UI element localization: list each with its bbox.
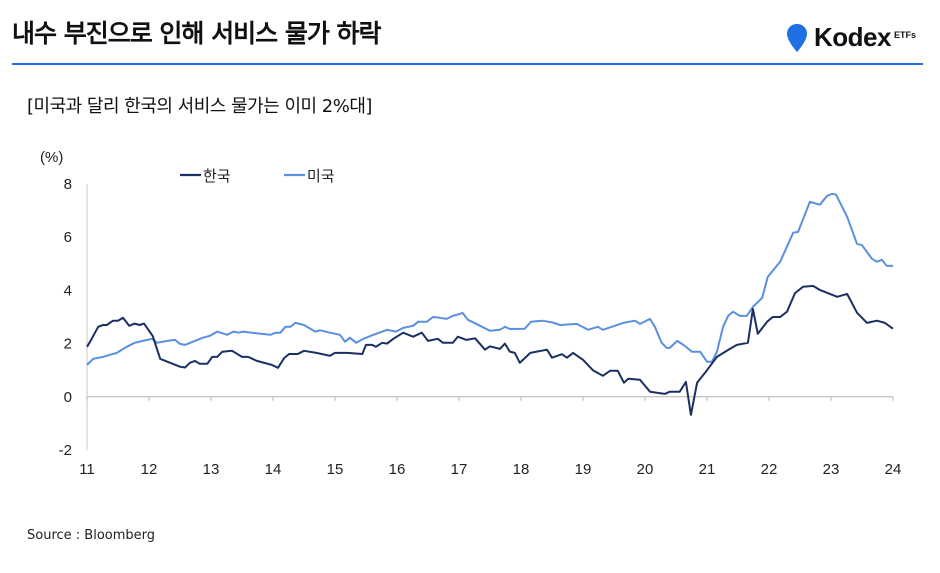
x-tick-label: 12 — [141, 461, 158, 478]
x-tick-label: 14 — [265, 461, 282, 478]
logo-wordmark: Kodex — [814, 22, 891, 52]
legend: 한국 미국 — [180, 168, 335, 185]
y-tick-label: 8 — [64, 176, 72, 193]
legend-label-korea: 한국 — [203, 168, 231, 185]
x-tick-label: 16 — [389, 461, 406, 478]
y-tick-label: -2 — [59, 442, 72, 459]
kodex-logo: Kodex ETFs — [786, 22, 916, 53]
x-tick-label: 21 — [699, 461, 716, 478]
x-tick-label: 18 — [513, 461, 530, 478]
y-tick-label: 2 — [64, 336, 72, 353]
logo-sub: ETFs — [893, 29, 916, 40]
x-tick-label: 15 — [327, 461, 344, 478]
y-tick-label: 0 — [64, 389, 72, 406]
series-line-us — [86, 192, 893, 366]
y-axis-unit: (%) — [40, 149, 63, 166]
x-tick-label: 22 — [761, 461, 778, 478]
x-tick-label: 19 — [575, 461, 592, 478]
series-line-korea — [86, 284, 894, 416]
x-tick-label: 20 — [637, 461, 654, 478]
y-tick-label: 4 — [64, 282, 72, 299]
chart-subtitle: [미국과 달리 한국의 서비스 물가는 이미 2%대] — [27, 96, 372, 117]
y-tick-label: 6 — [64, 229, 72, 246]
header-divider — [12, 63, 923, 65]
source-note: Source : Bloomberg — [27, 528, 156, 543]
page-title: 내수 부진으로 인해 서비스 물가 하락 — [12, 19, 382, 48]
legend-label-us: 미국 — [307, 168, 335, 185]
location-pin-icon — [787, 23, 807, 52]
x-tick-label: 17 — [451, 461, 468, 478]
x-tick-label: 23 — [823, 461, 840, 478]
x-tick-label: 11 — [79, 461, 95, 478]
x-tick-label: 13 — [203, 461, 220, 478]
x-tick-label: 24 — [885, 461, 902, 478]
